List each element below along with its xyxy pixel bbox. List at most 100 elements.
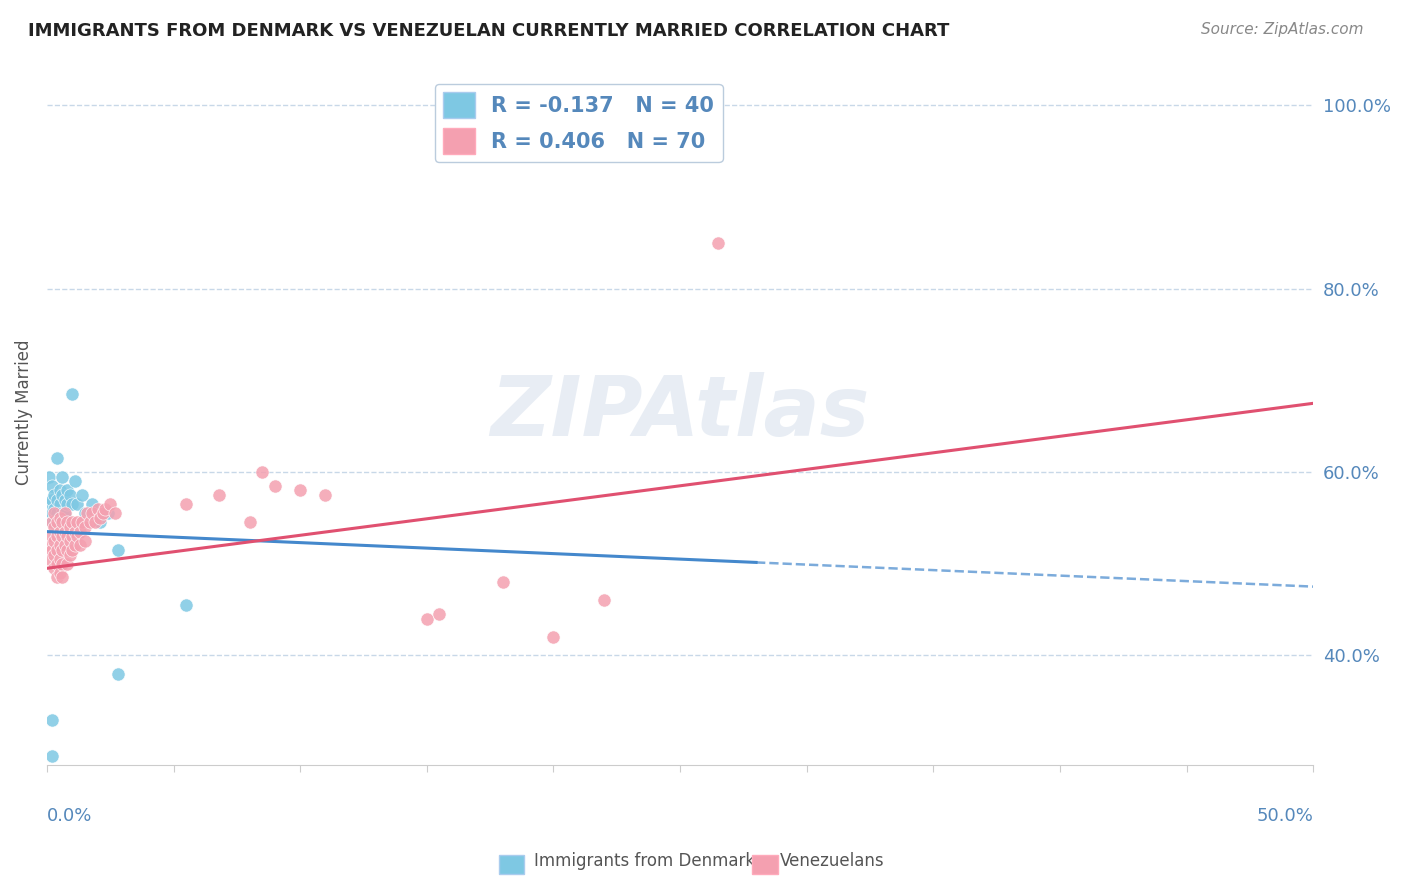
Point bbox=[82, 497, 104, 511]
Point bbox=[51, 524, 73, 539]
Point bbox=[46, 516, 69, 530]
Legend: R = -0.137   N = 40, R = 0.406   N = 70: R = -0.137 N = 40, R = 0.406 N = 70 bbox=[434, 84, 723, 162]
Text: Immigrants from Denmark: Immigrants from Denmark bbox=[534, 852, 755, 870]
Point bbox=[543, 630, 565, 644]
Point bbox=[73, 506, 96, 520]
Point bbox=[707, 235, 730, 250]
Text: ZIPAtlas: ZIPAtlas bbox=[491, 372, 870, 453]
Point bbox=[73, 520, 96, 534]
Point bbox=[208, 488, 231, 502]
Point bbox=[51, 506, 73, 520]
Point bbox=[38, 538, 60, 552]
Point bbox=[174, 598, 197, 612]
Point bbox=[63, 524, 86, 539]
Point bbox=[60, 497, 83, 511]
Point bbox=[41, 713, 63, 727]
Point bbox=[63, 538, 86, 552]
Point bbox=[288, 483, 311, 498]
Point bbox=[44, 548, 66, 562]
Point bbox=[82, 506, 104, 520]
Point bbox=[44, 488, 66, 502]
Point bbox=[56, 516, 79, 530]
Point bbox=[76, 506, 98, 520]
Point bbox=[69, 524, 91, 539]
Point bbox=[56, 497, 79, 511]
Point bbox=[73, 533, 96, 548]
Point bbox=[60, 516, 83, 530]
Point bbox=[53, 506, 76, 520]
Point bbox=[66, 497, 89, 511]
Point bbox=[41, 529, 63, 543]
Point bbox=[59, 488, 82, 502]
Point bbox=[56, 557, 79, 571]
Point bbox=[429, 607, 451, 621]
Point bbox=[53, 492, 76, 507]
Point bbox=[69, 538, 91, 552]
Point bbox=[46, 570, 69, 584]
Point bbox=[53, 506, 76, 520]
Point bbox=[41, 479, 63, 493]
Point bbox=[46, 492, 69, 507]
Point bbox=[48, 524, 70, 539]
Point bbox=[41, 492, 63, 507]
Point bbox=[89, 511, 111, 525]
Point bbox=[44, 506, 66, 520]
Point bbox=[48, 497, 70, 511]
Point bbox=[46, 520, 69, 534]
Point bbox=[51, 488, 73, 502]
Point bbox=[416, 612, 439, 626]
Point bbox=[174, 497, 197, 511]
Text: Venezuelans: Venezuelans bbox=[780, 852, 884, 870]
Point bbox=[53, 538, 76, 552]
Point bbox=[51, 469, 73, 483]
Point bbox=[94, 501, 117, 516]
Point bbox=[492, 575, 515, 590]
Point bbox=[86, 501, 108, 516]
Point bbox=[66, 529, 89, 543]
Point bbox=[44, 533, 66, 548]
Point bbox=[72, 488, 94, 502]
Point bbox=[104, 506, 127, 520]
Point bbox=[41, 506, 63, 520]
Point bbox=[48, 516, 70, 530]
Point bbox=[46, 529, 69, 543]
Point bbox=[38, 497, 60, 511]
Point bbox=[48, 483, 70, 498]
Point bbox=[44, 561, 66, 575]
Point bbox=[46, 543, 69, 558]
Point bbox=[48, 552, 70, 566]
Point bbox=[56, 543, 79, 558]
Point bbox=[60, 387, 83, 401]
Point bbox=[98, 497, 121, 511]
Point bbox=[41, 516, 63, 530]
Point bbox=[44, 501, 66, 516]
Point bbox=[59, 533, 82, 548]
Point bbox=[46, 506, 69, 520]
Point bbox=[48, 511, 70, 525]
Point bbox=[107, 666, 129, 681]
Point bbox=[51, 570, 73, 584]
Point bbox=[593, 593, 616, 607]
Point bbox=[56, 529, 79, 543]
Point bbox=[48, 538, 70, 552]
Y-axis label: Currently Married: Currently Married bbox=[15, 340, 32, 485]
Point bbox=[66, 516, 89, 530]
Point bbox=[72, 516, 94, 530]
Point bbox=[107, 543, 129, 558]
Point bbox=[79, 516, 101, 530]
Point bbox=[38, 511, 60, 525]
Point bbox=[41, 516, 63, 530]
Point bbox=[91, 506, 114, 520]
Point bbox=[238, 516, 260, 530]
Point bbox=[48, 566, 70, 580]
Text: Source: ZipAtlas.com: Source: ZipAtlas.com bbox=[1201, 22, 1364, 37]
Point bbox=[63, 474, 86, 488]
Point bbox=[53, 524, 76, 539]
Point bbox=[51, 516, 73, 530]
Point bbox=[51, 543, 73, 558]
Point bbox=[38, 469, 60, 483]
Point bbox=[315, 488, 337, 502]
Point bbox=[41, 543, 63, 558]
Point bbox=[60, 543, 83, 558]
Point bbox=[38, 552, 60, 566]
